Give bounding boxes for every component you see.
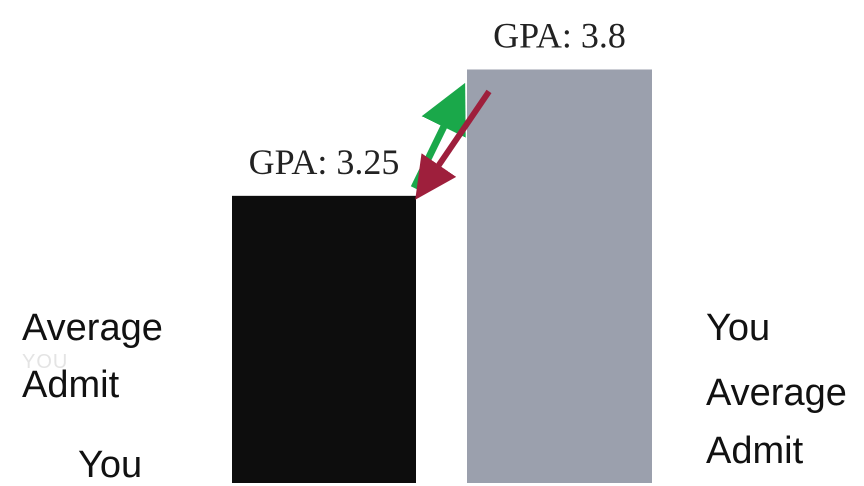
gpa-label-left: GPA: 3.25	[249, 142, 400, 182]
left-average-label: Average	[22, 307, 163, 349]
right-admit-label: Admit	[706, 430, 804, 472]
right-average-label: Average	[706, 372, 847, 414]
bar-average-admit-right	[467, 69, 652, 483]
right-you-label: You	[706, 307, 771, 349]
gpa-label-right: GPA: 3.8	[493, 15, 626, 55]
red-down-arrow	[415, 89, 492, 200]
left-admit-label: Admit	[22, 364, 120, 406]
left-you-label: You	[78, 444, 143, 486]
bar-average-admit-left	[232, 195, 416, 483]
faded-you-label: YOU	[22, 351, 69, 373]
